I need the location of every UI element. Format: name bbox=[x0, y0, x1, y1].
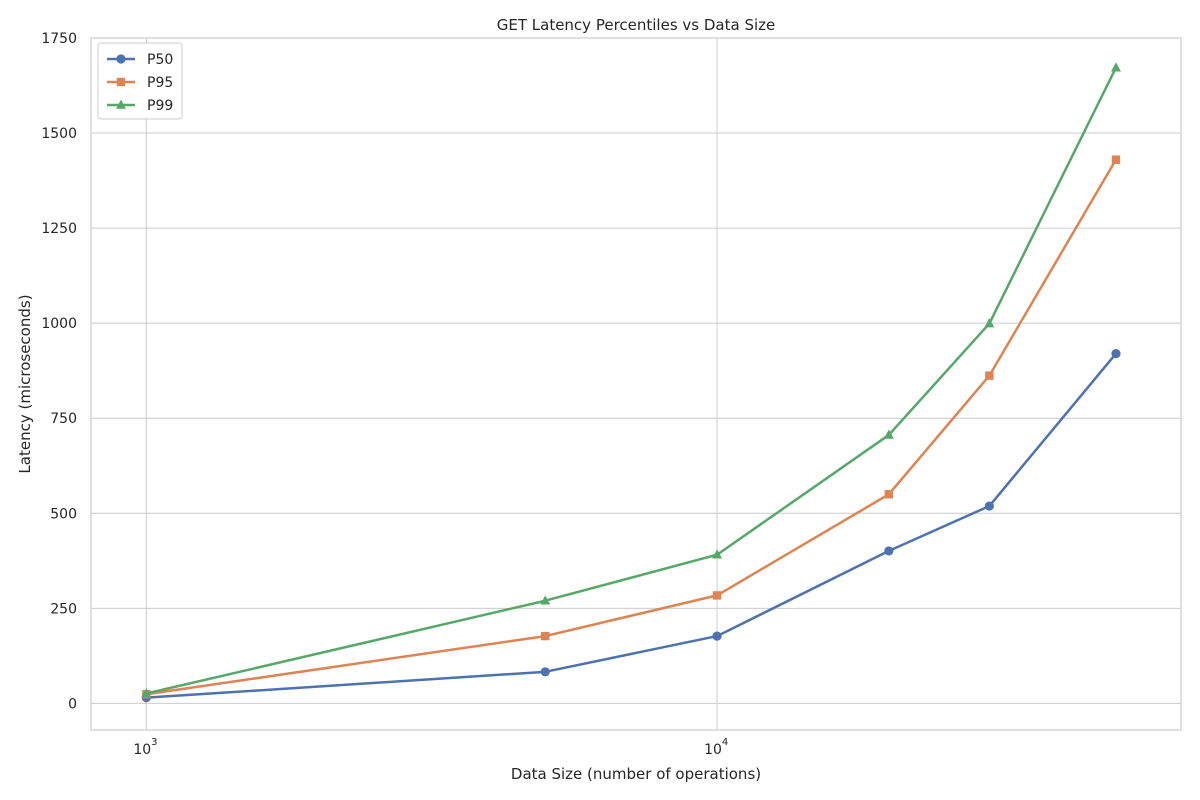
y-tick-label: 0 bbox=[68, 696, 77, 712]
data-point-p95 bbox=[712, 591, 722, 600]
y-tick-label: 750 bbox=[50, 411, 77, 427]
y-axis-label: Latency (microseconds) bbox=[16, 294, 34, 473]
data-point-p50 bbox=[884, 546, 894, 556]
series-line-p50 bbox=[146, 352, 1117, 699]
series-p95 bbox=[142, 155, 1121, 699]
x-tick-exponent: 3 bbox=[151, 737, 157, 748]
data-point-p99 bbox=[883, 429, 894, 439]
data-point-p95 bbox=[1111, 155, 1121, 164]
x-tick-exponent: 4 bbox=[722, 737, 728, 748]
x-tick-label: 10 bbox=[133, 742, 151, 758]
data-point-p95 bbox=[884, 490, 894, 499]
x-axis-label: Data Size (number of operations) bbox=[511, 765, 761, 783]
legend-item-p50: P50 bbox=[107, 52, 173, 68]
data-point-p99 bbox=[141, 688, 152, 698]
data-point-p95 bbox=[541, 631, 550, 641]
legend-marker bbox=[116, 77, 126, 87]
y-tick-label: 1500 bbox=[41, 126, 77, 142]
y-tick-label: 500 bbox=[50, 506, 77, 522]
series-p50 bbox=[141, 348, 1121, 703]
legend: P50 P95 P99 bbox=[97, 42, 183, 120]
legend-marker bbox=[116, 54, 126, 64]
series-line-p99 bbox=[146, 67, 1118, 695]
y-tick-label: 1750 bbox=[41, 31, 77, 47]
y-tick-label: 1000 bbox=[41, 316, 77, 332]
data-point-p50 bbox=[1111, 348, 1121, 359]
legend-marker bbox=[116, 99, 126, 109]
legend-item-p99: P99 bbox=[107, 98, 173, 114]
legend-label: P95 bbox=[147, 75, 173, 91]
data-point-p50 bbox=[540, 667, 550, 677]
grid bbox=[91, 37, 1181, 730]
legend-label: P99 bbox=[147, 98, 173, 114]
chart-title: GET Latency Percentiles vs Data Size bbox=[497, 16, 776, 34]
plot-frame bbox=[90, 37, 1182, 731]
data-point-p99 bbox=[540, 595, 551, 605]
data-point-p50 bbox=[984, 501, 994, 511]
legend-item-p95: P95 bbox=[107, 75, 173, 91]
data-point-p99 bbox=[712, 549, 723, 559]
data-point-p99 bbox=[984, 318, 995, 328]
series-layer bbox=[141, 62, 1121, 703]
data-point-p50 bbox=[712, 631, 722, 641]
series-p99 bbox=[141, 62, 1121, 698]
data-point-p95 bbox=[985, 371, 994, 380]
series-line-p95 bbox=[146, 159, 1118, 696]
data-point-p99 bbox=[1110, 62, 1121, 72]
y-tick-label: 250 bbox=[50, 601, 77, 617]
legend-label: P50 bbox=[147, 52, 173, 68]
y-tick-label: 1250 bbox=[41, 221, 77, 237]
x-tick-label: 10 bbox=[704, 742, 722, 758]
